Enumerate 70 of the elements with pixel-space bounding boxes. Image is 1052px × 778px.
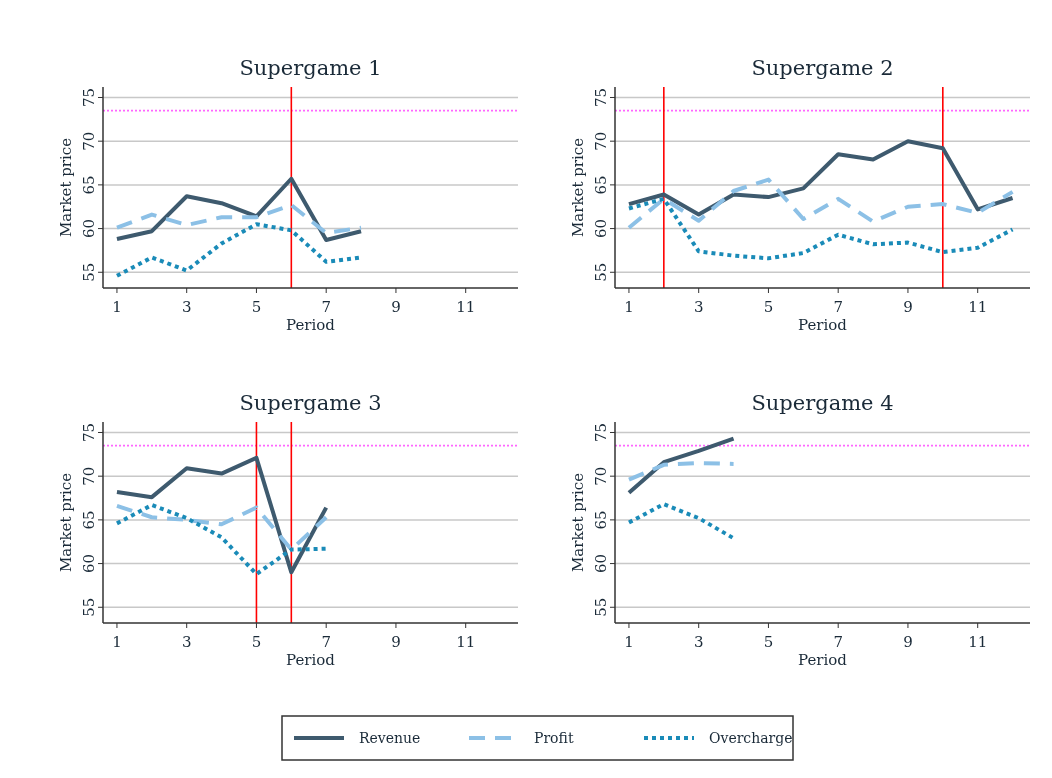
x-tick-label: 1 <box>112 633 122 651</box>
x-tick-label: 5 <box>763 633 774 651</box>
y-tick-label: 55 <box>592 262 610 282</box>
y-tick-label: 55 <box>592 597 610 617</box>
y-tick-label: 75 <box>80 422 98 443</box>
chart-title: Supergame 4 <box>751 391 894 415</box>
x-tick-label: 3 <box>181 298 192 316</box>
line-series <box>626 502 736 541</box>
line-series <box>626 177 1015 230</box>
x-tick-label: 5 <box>763 298 774 316</box>
y-tick-label: 70 <box>592 131 610 151</box>
x-tick-label: 5 <box>251 298 262 316</box>
x-axis-title: Period <box>798 651 848 669</box>
x-tick-label: 3 <box>693 633 704 651</box>
y-tick-label: 75 <box>80 87 98 108</box>
y-tick-label: 70 <box>80 466 98 486</box>
y-tick-label: 65 <box>80 175 98 195</box>
y-axis-title: Market price <box>569 472 587 573</box>
x-axis-title: Period <box>286 316 336 334</box>
line-series <box>114 455 329 575</box>
y-tick-label: 60 <box>80 219 98 239</box>
x-tick-label: 7 <box>321 298 331 316</box>
chart-title: Supergame 1 <box>239 56 382 80</box>
x-tick-label: 7 <box>833 298 843 316</box>
x-tick-label: 1 <box>112 298 122 316</box>
y-axis-title: Market price <box>569 137 587 238</box>
line-series <box>626 139 1015 217</box>
chart-title: Supergame 2 <box>751 56 894 80</box>
y-tick-label: 60 <box>592 554 610 574</box>
y-axis-title: Market price <box>57 137 75 238</box>
x-tick-label: 9 <box>391 633 401 651</box>
x-tick-label: 11 <box>456 633 476 651</box>
y-tick-label: 75 <box>592 87 610 108</box>
line-series <box>626 461 736 482</box>
x-axis-title: Period <box>798 316 848 334</box>
y-tick-label: 60 <box>592 219 610 239</box>
y-tick-label: 65 <box>592 175 610 195</box>
x-tick-label: 7 <box>321 633 331 651</box>
line-series <box>114 503 329 577</box>
line-series <box>114 503 329 552</box>
y-tick-label: 70 <box>592 466 610 486</box>
x-tick-label: 5 <box>251 633 262 651</box>
x-tick-label: 7 <box>833 633 843 651</box>
line-series <box>114 202 364 235</box>
legend-label: Profit <box>534 730 574 746</box>
x-tick-label: 11 <box>968 298 988 316</box>
x-axis-title: Period <box>286 651 336 669</box>
line-series <box>114 176 364 242</box>
y-tick-label: 55 <box>80 597 98 617</box>
x-tick-label: 11 <box>456 298 476 316</box>
y-axis-title: Market price <box>57 472 75 573</box>
legend-label: Overcharge <box>709 730 793 746</box>
legend-label: Revenue <box>359 730 421 746</box>
y-tick-label: 75 <box>592 422 610 443</box>
x-tick-label: 11 <box>968 633 988 651</box>
x-tick-label: 9 <box>903 298 913 316</box>
x-tick-label: 9 <box>903 633 913 651</box>
line-series <box>626 196 1015 261</box>
line-series <box>626 436 736 495</box>
y-tick-label: 65 <box>80 510 98 530</box>
y-tick-label: 65 <box>592 510 610 530</box>
y-tick-label: 70 <box>80 131 98 151</box>
x-tick-label: 1 <box>624 298 634 316</box>
y-tick-label: 55 <box>80 262 98 282</box>
x-tick-label: 3 <box>181 633 192 651</box>
chart-title: Supergame 3 <box>239 391 382 415</box>
x-tick-label: 1 <box>624 633 634 651</box>
x-tick-label: 9 <box>391 298 401 316</box>
x-tick-label: 3 <box>693 298 704 316</box>
y-tick-label: 60 <box>80 554 98 574</box>
